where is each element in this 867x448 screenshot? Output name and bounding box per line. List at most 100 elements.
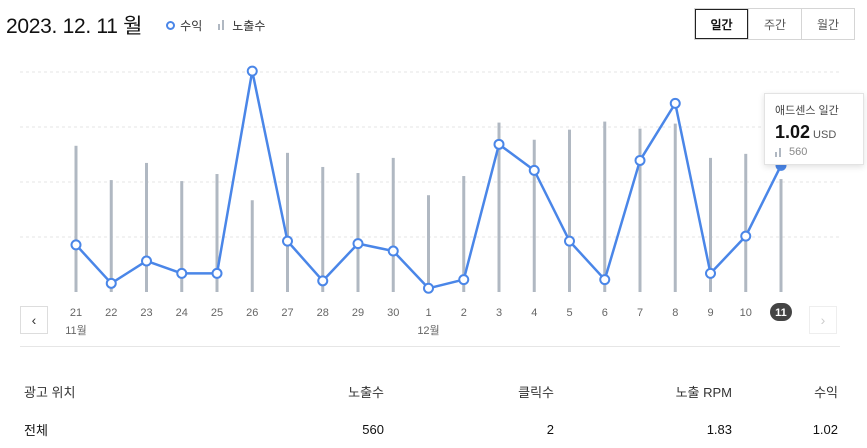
cell-revenue: 1.02 — [812, 421, 838, 437]
revenue-point[interactable] — [176, 267, 188, 279]
bar-chart-icon — [775, 147, 783, 157]
header-clicks: 클릭수 — [518, 384, 554, 400]
x-tick-label[interactable]: 27 — [281, 307, 293, 319]
x-tick-label[interactable]: 10 — [740, 307, 752, 319]
revenue-point[interactable] — [141, 255, 152, 267]
legend-revenue-label: 수익 — [180, 18, 203, 33]
x-tick-label[interactable]: 11 — [775, 307, 787, 319]
selected-tick-badge — [770, 303, 792, 321]
x-tick-label[interactable]: 25 — [211, 307, 223, 319]
impressions-bar — [215, 174, 219, 292]
revenue-point[interactable] — [634, 154, 646, 166]
impressions-bar — [673, 123, 677, 292]
revenue-point[interactable] — [282, 235, 293, 247]
legend-revenue: 수익 — [166, 17, 202, 34]
month-label: 11월 — [65, 324, 87, 337]
revenue-point[interactable] — [669, 97, 681, 109]
x-tick-label[interactable]: 22 — [105, 307, 117, 319]
revenue-point[interactable] — [458, 274, 470, 286]
chevron-right-icon: › — [820, 312, 826, 328]
stats-table: 광고 위치 노출수 클릭수 노출 RPM 수익 전체 560 2 1.83 1.… — [24, 372, 838, 448]
revenue-point[interactable] — [211, 267, 223, 279]
tooltip-unit: USD — [813, 129, 837, 141]
cell-impressions: 560 — [362, 421, 384, 437]
revenue-point[interactable] — [740, 230, 752, 242]
tooltip-impressions-value: 560 — [789, 146, 808, 158]
tab-weekly[interactable]: 주간 — [748, 9, 801, 39]
tab-monthly[interactable]: 월간 — [801, 9, 854, 39]
impressions-bar — [638, 128, 642, 292]
x-tick-label[interactable]: 23 — [140, 307, 152, 319]
revenue-point[interactable] — [564, 235, 575, 247]
x-tick-label[interactable]: 9 — [707, 307, 713, 319]
prev-page-button[interactable]: ‹ — [20, 306, 48, 334]
x-tick-label[interactable]: 8 — [672, 307, 678, 319]
month-label: 12월 — [417, 324, 439, 337]
revenue-point[interactable] — [246, 65, 258, 77]
x-tick-label[interactable]: 7 — [637, 307, 643, 319]
x-tick-label[interactable]: 3 — [496, 307, 502, 319]
x-tick-label[interactable]: 2 — [461, 307, 467, 319]
header-impressions: 노출수 — [348, 384, 384, 400]
impressions-bar — [709, 157, 712, 292]
line-marker-icon — [166, 20, 176, 30]
date-title: 2023. 12. 11 월 — [6, 15, 143, 38]
next-page-button[interactable]: › — [809, 306, 837, 334]
cell-rpm: 1.83 — [706, 421, 732, 437]
revenue-point[interactable] — [70, 239, 82, 251]
x-tick-label[interactable]: 21 — [70, 307, 82, 319]
revenue-point[interactable] — [599, 274, 611, 286]
x-tick-label[interactable]: 29 — [352, 307, 364, 319]
impressions-bar — [603, 121, 607, 292]
cell-clicks: 2 — [546, 421, 554, 437]
period-tabs: 일간 주간 월간 — [694, 8, 855, 40]
impressions-bar — [321, 166, 325, 292]
table-header-row: 광고 위치 노출수 클릭수 노출 RPM 수익 — [24, 372, 838, 410]
revenue-point[interactable] — [528, 164, 540, 176]
x-tick-label[interactable]: 30 — [387, 307, 399, 319]
impressions-bar — [145, 162, 148, 292]
x-tick-label[interactable]: 6 — [602, 307, 608, 319]
revenue-point[interactable] — [705, 267, 716, 279]
header-ad-position: 광고 위치 — [24, 384, 76, 400]
impressions-bar — [744, 153, 748, 292]
impressions-bar — [180, 181, 184, 292]
x-tick-label[interactable]: 1 — [425, 307, 431, 319]
revenue-point[interactable] — [105, 277, 117, 289]
legend-impressions: 노출수 — [218, 17, 265, 34]
impressions-bar — [356, 173, 360, 292]
revenue-point[interactable] — [493, 138, 505, 150]
legend-impressions-label: 노출수 — [232, 18, 266, 33]
x-tick-label[interactable]: 4 — [531, 307, 537, 319]
divider — [20, 346, 840, 347]
tooltip-title: 애드센스 일간 — [775, 105, 839, 117]
revenue-point[interactable] — [387, 245, 399, 257]
x-tick-label[interactable]: 28 — [317, 307, 329, 319]
legend: 수익 노출수 — [166, 17, 281, 34]
impressions-bar — [391, 157, 395, 292]
revenue-point[interactable] — [352, 238, 364, 250]
bar-chart-icon — [218, 20, 226, 30]
impressions-bar — [427, 195, 430, 292]
impressions-bar — [250, 200, 254, 292]
impressions-bar — [568, 129, 571, 292]
chart-header: 2023. 12. 11 월 수익 노출수 — [6, 10, 281, 40]
impressions-bar — [532, 139, 536, 292]
table-row: 전체 560 2 1.83 1.02 — [24, 410, 838, 448]
header-rpm: 노출 RPM — [675, 384, 732, 400]
impressions-bar — [779, 179, 783, 292]
chart-tooltip: 애드센스 일간 1.02 USD 560 — [764, 93, 864, 165]
x-tick-label[interactable]: 5 — [566, 307, 572, 319]
impressions-bar — [497, 122, 501, 292]
x-tick-label[interactable]: 26 — [246, 307, 258, 319]
impressions-bar — [74, 145, 78, 292]
tab-daily[interactable]: 일간 — [695, 9, 748, 39]
x-tick-label[interactable]: 24 — [176, 307, 188, 319]
impressions-bar — [109, 180, 113, 292]
header-revenue: 수익 — [814, 384, 838, 400]
revenue-point[interactable] — [423, 282, 434, 294]
tooltip-revenue-value: 1.02 — [775, 122, 811, 142]
chevron-left-icon: ‹ — [31, 312, 37, 328]
cell-ad-position: 전체 — [24, 422, 48, 438]
revenue-point[interactable] — [317, 275, 329, 287]
